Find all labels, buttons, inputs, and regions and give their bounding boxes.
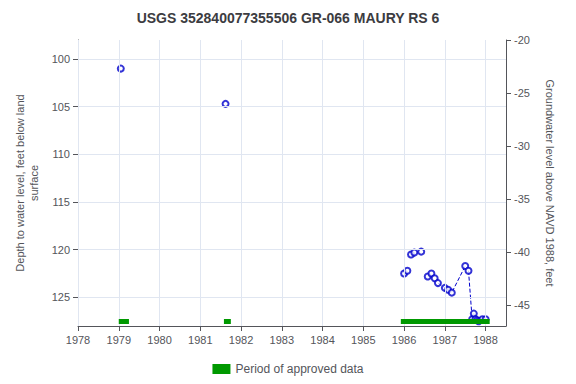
svg-text:1978: 1978	[66, 334, 90, 346]
svg-text:-25: -25	[514, 87, 530, 99]
svg-text:Depth to water level, feet bel: Depth to water level, feet below land	[14, 94, 26, 271]
svg-text:-45: -45	[514, 299, 530, 311]
svg-text:100: 100	[52, 53, 70, 65]
svg-text:1985: 1985	[351, 334, 375, 346]
svg-text:1983: 1983	[270, 334, 294, 346]
svg-text:-30: -30	[514, 140, 530, 152]
svg-text:surface: surface	[28, 165, 40, 201]
svg-text:120: 120	[52, 244, 70, 256]
svg-text:1981: 1981	[188, 334, 212, 346]
svg-text:Period of approved data: Period of approved data	[235, 362, 363, 376]
svg-text:110: 110	[52, 148, 70, 160]
svg-text:-20: -20	[514, 34, 530, 46]
svg-text:1987: 1987	[433, 334, 457, 346]
svg-text:Groundwater level above NAVD 1: Groundwater level above NAVD 1988, feet	[544, 79, 556, 286]
svg-text:115: 115	[52, 196, 70, 208]
svg-text:125: 125	[52, 291, 70, 303]
svg-text:105: 105	[52, 101, 70, 113]
svg-text:1980: 1980	[147, 334, 171, 346]
svg-text:1979: 1979	[107, 334, 131, 346]
svg-text:1986: 1986	[392, 334, 416, 346]
svg-text:USGS 352840077355506 GR-066 MA: USGS 352840077355506 GR-066 MAURY RS 6	[137, 10, 440, 26]
svg-text:-35: -35	[514, 193, 530, 205]
svg-text:1988: 1988	[473, 334, 497, 346]
svg-text:1982: 1982	[229, 334, 253, 346]
svg-text:-40: -40	[514, 246, 530, 258]
svg-text:1984: 1984	[310, 334, 334, 346]
